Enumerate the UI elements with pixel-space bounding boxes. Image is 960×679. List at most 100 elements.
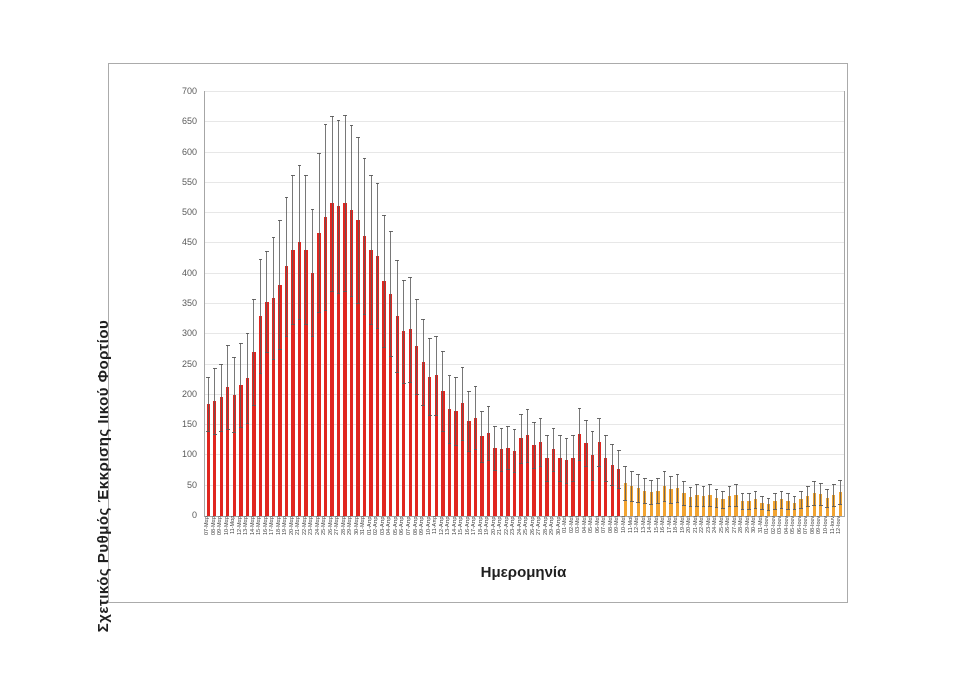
bar-slot-12-Μαρ xyxy=(238,92,245,516)
x-tick-label-30-Μαϊ: 30-Μαϊ xyxy=(751,516,758,533)
bar xyxy=(532,444,536,516)
x-tick-label-19-Μαρ: 19-Μαρ xyxy=(282,516,289,535)
x-tick-label-21-Απρ: 21-Απρ xyxy=(497,516,504,535)
bar xyxy=(415,346,419,516)
bar-slot-19-Απρ xyxy=(485,92,492,516)
gridline-y-650 xyxy=(205,121,844,123)
x-tick-label-31-Μαρ: 31-Μαρ xyxy=(360,516,367,535)
error-bar-cap-lower xyxy=(649,503,654,505)
error-bar-cap-upper xyxy=(297,164,302,166)
bar-slot-21-Μαρ xyxy=(296,92,303,516)
error-bar-cap-lower xyxy=(271,358,276,360)
y-tick-label-500: 500 xyxy=(181,207,197,218)
error-bar-cap-upper xyxy=(440,350,445,352)
error-bar-cap-lower xyxy=(245,422,250,424)
error-bar-line xyxy=(592,431,594,480)
error-bar-cap-upper xyxy=(225,344,230,346)
y-tick-label-650: 650 xyxy=(181,116,197,127)
error-bar-cap-lower xyxy=(291,324,295,325)
bar xyxy=(258,316,263,516)
error-bar-line xyxy=(507,425,509,470)
error-bar-cap-lower xyxy=(812,504,817,506)
bar xyxy=(486,433,491,516)
error-bar-cap-lower xyxy=(206,431,211,433)
error-bar-cap-upper xyxy=(688,486,693,488)
y-tick-label-700: 700 xyxy=(181,86,197,96)
error-bar-cap-lower xyxy=(760,509,764,511)
error-bar-cap-upper xyxy=(206,376,211,378)
error-bar-cap-lower xyxy=(252,404,256,406)
bar xyxy=(271,297,276,516)
plot-area: 0 50 100 150 200 250 300 350 400 450 500 550 600 650 7… xyxy=(182,87,845,520)
error-bar-cap-upper xyxy=(753,490,758,492)
bar-slot-11-Απρ xyxy=(433,92,440,516)
bar-slot-31-Μαρ xyxy=(361,92,368,516)
bar-slot-02-Απρ xyxy=(374,92,381,516)
bar-slot-22-Απρ xyxy=(505,92,512,516)
error-bar-line xyxy=(794,496,796,510)
error-bar-cap-upper xyxy=(636,474,641,476)
error-bar-cap-lower xyxy=(414,393,419,395)
error-bar-cap-lower xyxy=(225,429,230,431)
error-bar-line xyxy=(253,299,255,405)
error-bar-cap-upper xyxy=(265,251,269,253)
error-bar-line xyxy=(787,493,789,509)
error-bar-line xyxy=(839,479,841,504)
y-tick-label-350: 350 xyxy=(181,298,197,308)
bar xyxy=(564,460,569,516)
error-bar-cap-lower xyxy=(786,508,790,510)
error-bar-cap-upper xyxy=(603,435,608,437)
error-bar-cap-lower xyxy=(349,295,354,297)
error-bar-line xyxy=(448,375,450,444)
x-tick-label-12-Μαϊ: 12-Μαϊ xyxy=(634,516,641,533)
error-bar-line xyxy=(487,406,489,460)
gridline-y-300 xyxy=(205,333,844,335)
error-bar-line xyxy=(305,175,307,324)
bar-slot-02-Ιουν xyxy=(772,92,779,516)
error-bar-line xyxy=(429,337,431,416)
error-bar-cap-upper xyxy=(212,367,217,369)
bar-slot-12-Μαϊ xyxy=(635,92,642,516)
error-bar-cap-upper xyxy=(414,299,419,301)
x-tick-label-13-Μαρ: 13-Μαρ xyxy=(243,516,250,535)
error-bar-cap-upper xyxy=(623,465,628,467)
error-bar-cap-lower xyxy=(532,467,536,469)
error-bar-cap-lower xyxy=(734,505,738,507)
error-bar-cap-lower xyxy=(401,382,406,384)
bar xyxy=(428,376,432,516)
error-bar-cap-lower xyxy=(278,349,282,351)
error-bar-cap-lower xyxy=(538,465,543,467)
error-bar-cap-lower xyxy=(310,336,315,338)
error-bar-cap-lower xyxy=(258,373,263,375)
error-bar-line xyxy=(325,123,327,311)
error-bar-line xyxy=(598,418,600,466)
bar xyxy=(375,255,380,516)
error-bar-cap-upper xyxy=(747,492,751,494)
error-bar-cap-upper xyxy=(584,420,588,422)
error-bar-cap-lower xyxy=(799,507,803,509)
bar-slot-15-Απρ xyxy=(459,92,466,516)
error-bar-line xyxy=(663,470,665,501)
error-bar-line xyxy=(735,483,737,506)
bar xyxy=(382,280,386,516)
error-bar-line xyxy=(422,318,424,405)
bar xyxy=(480,436,484,516)
bar xyxy=(252,351,256,516)
error-bar-cap-lower xyxy=(343,290,347,292)
error-bar-line xyxy=(729,485,730,507)
bar-slot-26-Μαρ xyxy=(329,92,336,516)
error-bar-line xyxy=(676,474,678,503)
bar-slot-24-Απρ xyxy=(518,92,525,516)
bar xyxy=(219,397,223,516)
gridline-y-150 xyxy=(205,424,844,426)
bar-slot-07-Ιουν xyxy=(804,92,811,516)
gridline-y-500 xyxy=(205,212,844,214)
error-bar-cap-lower xyxy=(440,430,445,432)
error-bar-cap-upper xyxy=(675,474,680,476)
gridline-y-250 xyxy=(205,363,844,365)
error-bar-line xyxy=(657,477,659,504)
error-bar-line xyxy=(761,496,763,510)
error-bar-cap-upper xyxy=(577,408,582,410)
error-bar-cap-upper xyxy=(239,343,243,345)
bar-series xyxy=(205,92,844,516)
